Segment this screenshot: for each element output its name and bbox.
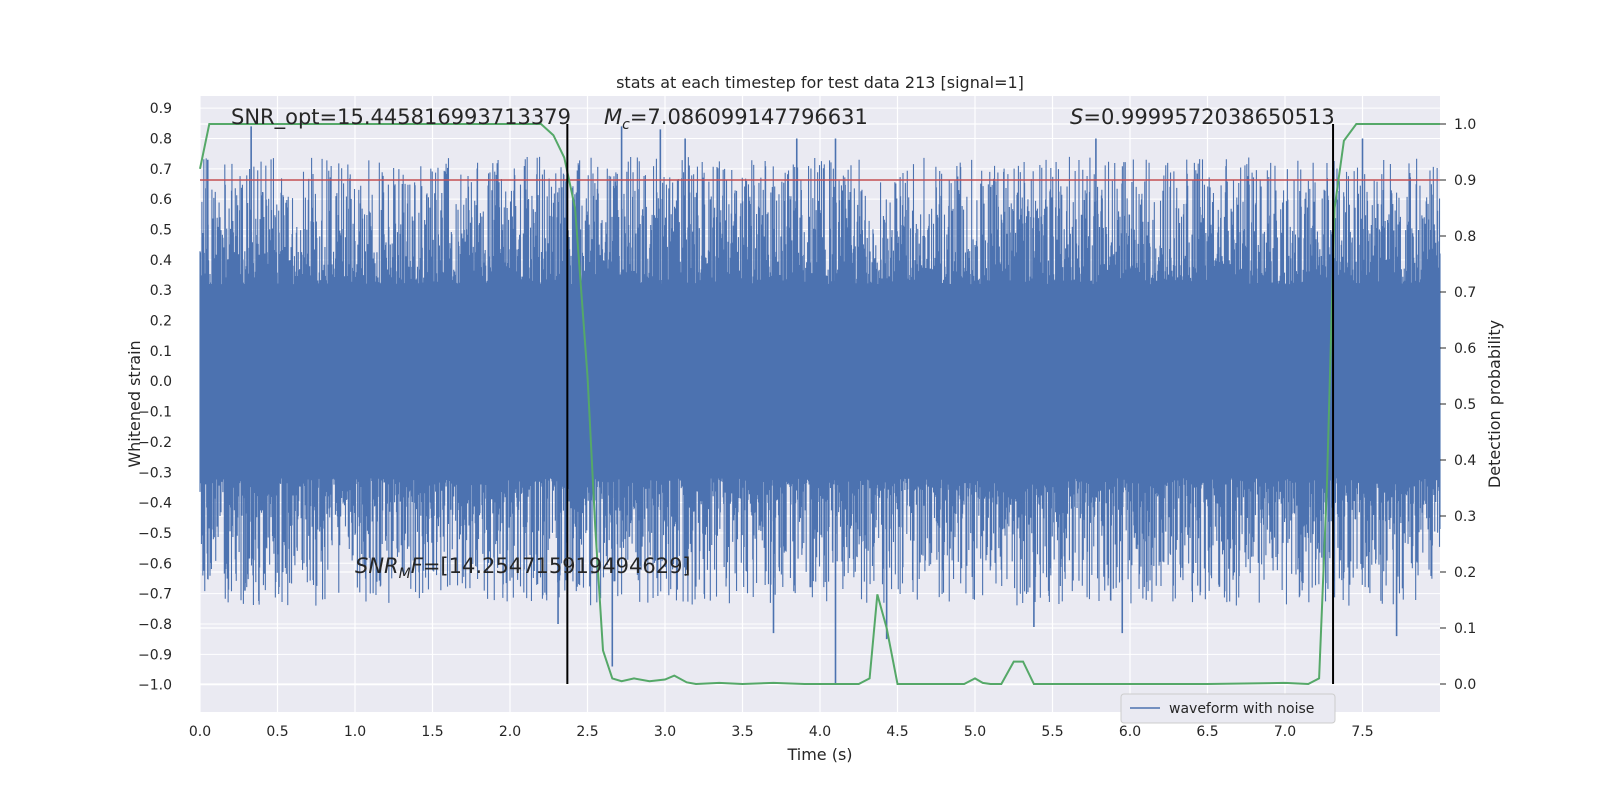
- x-tick-label-4: 2.0: [499, 724, 521, 740]
- y-left-tick-label-11: −0.2: [138, 435, 172, 451]
- y-right-tick-label-5: 0.5: [1454, 397, 1476, 413]
- waveform-noise-trace: [199, 156, 1441, 606]
- annotation-mc-symbol: M: [604, 105, 622, 129]
- x-tick-label-13: 6.5: [1196, 724, 1218, 740]
- y-left-tick-label-14: −0.5: [138, 526, 172, 542]
- x-tick-label-6: 3.0: [654, 724, 676, 740]
- y-left-tick-label-6: 0.3: [150, 283, 172, 299]
- annotation-snrmf-value: =[14.254715919494629]: [423, 554, 691, 578]
- y-left-tick-label-19: −1.0: [138, 678, 172, 694]
- x-tick-label-3: 1.5: [421, 724, 443, 740]
- waveform-extreme-spikes: [206, 126, 1398, 685]
- y-right-tick-label-0: 1.0: [1454, 117, 1476, 133]
- detection-probability-line: [199, 123, 1440, 686]
- legend-entry-waveform: waveform with noise: [1169, 701, 1314, 717]
- x-tick-label-7: 3.5: [731, 724, 753, 740]
- y-left-tick-label-4: 0.5: [150, 223, 172, 239]
- x-tick-label-0: 0.0: [189, 724, 211, 740]
- y-right-tick-label-4: 0.6: [1454, 341, 1476, 357]
- annotation-snrmf-symbol2: F: [411, 554, 424, 578]
- annotation-snrmf-symbol: SNR: [355, 554, 399, 578]
- x-tick-label-5: 2.5: [576, 724, 598, 740]
- y-right-tick-label-8: 0.2: [1454, 565, 1476, 581]
- legend: waveform with noise: [1120, 693, 1336, 724]
- annotation-mc-sub: c: [622, 117, 630, 133]
- y-left-tick-label-9: 0.0: [150, 374, 172, 390]
- y-left-tick-label-7: 0.2: [150, 314, 172, 330]
- annotation-snrmf-sub: M: [399, 566, 411, 582]
- y-left-tick-label-12: −0.3: [138, 465, 172, 481]
- y-right-tick-label-9: 0.1: [1454, 621, 1476, 637]
- annotation-mc: Mc=7.086099147796631: [604, 105, 868, 133]
- x-tick-label-1: 0.5: [266, 724, 288, 740]
- y-left-tick-label-1: 0.8: [150, 131, 172, 147]
- y-left-tick-label-3: 0.6: [150, 192, 172, 208]
- y-left-tick-label-10: −0.1: [138, 405, 172, 421]
- y-axis-label-left: Whitened strain: [125, 340, 144, 467]
- y-right-tick-label-10: 0.0: [1454, 677, 1476, 693]
- x-tick-label-14: 7.0: [1274, 724, 1296, 740]
- x-tick-label-12: 6.0: [1119, 724, 1141, 740]
- y-right-tick-label-7: 0.3: [1454, 509, 1476, 525]
- y-right-tick-labels: 1.0 0.9 0.8 0.7 0.6 0.5 0.4 0.3 0.2 0.1 0.0: [1440, 117, 1476, 693]
- y-left-tick-labels: 0.9 0.8 0.7 0.6 0.5 0.4 0.3 0.2 0.1 0.0 −0.1 −0.2 −0…: [138, 101, 172, 694]
- annotation-mc-value: =7.086099147796631: [630, 105, 868, 129]
- x-tick-label-10: 5.0: [964, 724, 986, 740]
- y-right-tick-label-1: 0.9: [1454, 173, 1476, 189]
- y-left-tick-label-0: 0.9: [150, 101, 172, 117]
- annotation-s: S=0.9999572038650513: [1070, 105, 1335, 129]
- detection-probability-series: [199, 123, 1440, 686]
- vertical-lines: [566, 124, 1335, 684]
- x-tick-label-11: 5.5: [1041, 724, 1063, 740]
- annotation-snr-opt: SNR_opt=15.445816993713379: [231, 105, 571, 130]
- x-tick-label-8: 4.0: [809, 724, 831, 740]
- x-tick-label-2: 1.0: [344, 724, 366, 740]
- y-left-tick-label-17: −0.8: [138, 617, 172, 633]
- y-left-tick-label-18: −0.9: [138, 647, 172, 663]
- x-tick-label-15: 7.5: [1351, 724, 1373, 740]
- y-left-tick-label-2: 0.7: [150, 162, 172, 178]
- y-left-tick-label-16: −0.7: [138, 587, 172, 603]
- y-right-tick-label-6: 0.4: [1454, 453, 1476, 469]
- legend-box: [1120, 693, 1336, 724]
- annotation-s-value: =0.9999572038650513: [1083, 105, 1334, 129]
- y-left-tick-label-15: −0.6: [138, 556, 172, 572]
- y-left-tick-label-13: −0.4: [138, 496, 172, 512]
- annotation-s-symbol: S: [1070, 105, 1083, 129]
- annotation-snr-mf: SNRMF=[14.254715919494629]: [355, 554, 691, 582]
- waveform-with-noise-series: [199, 126, 1441, 685]
- y-left-tick-label-8: 0.1: [150, 344, 172, 360]
- y-right-tick-label-3: 0.7: [1454, 285, 1476, 301]
- x-tick-labels: 0.0 0.5 1.0 1.5 2.0 2.5 3.0 3.5 4.0 4.5 5.0 5.5 6.0 6…: [189, 724, 1374, 740]
- x-axis-label: Time (s): [786, 745, 852, 764]
- y-axis-label-right: Detection probability: [1485, 320, 1504, 488]
- y-right-tick-label-2: 0.8: [1454, 229, 1476, 245]
- x-tick-label-9: 4.5: [886, 724, 908, 740]
- chart-title: stats at each timestep for test data 213…: [616, 73, 1024, 92]
- y-left-tick-label-5: 0.4: [150, 253, 172, 269]
